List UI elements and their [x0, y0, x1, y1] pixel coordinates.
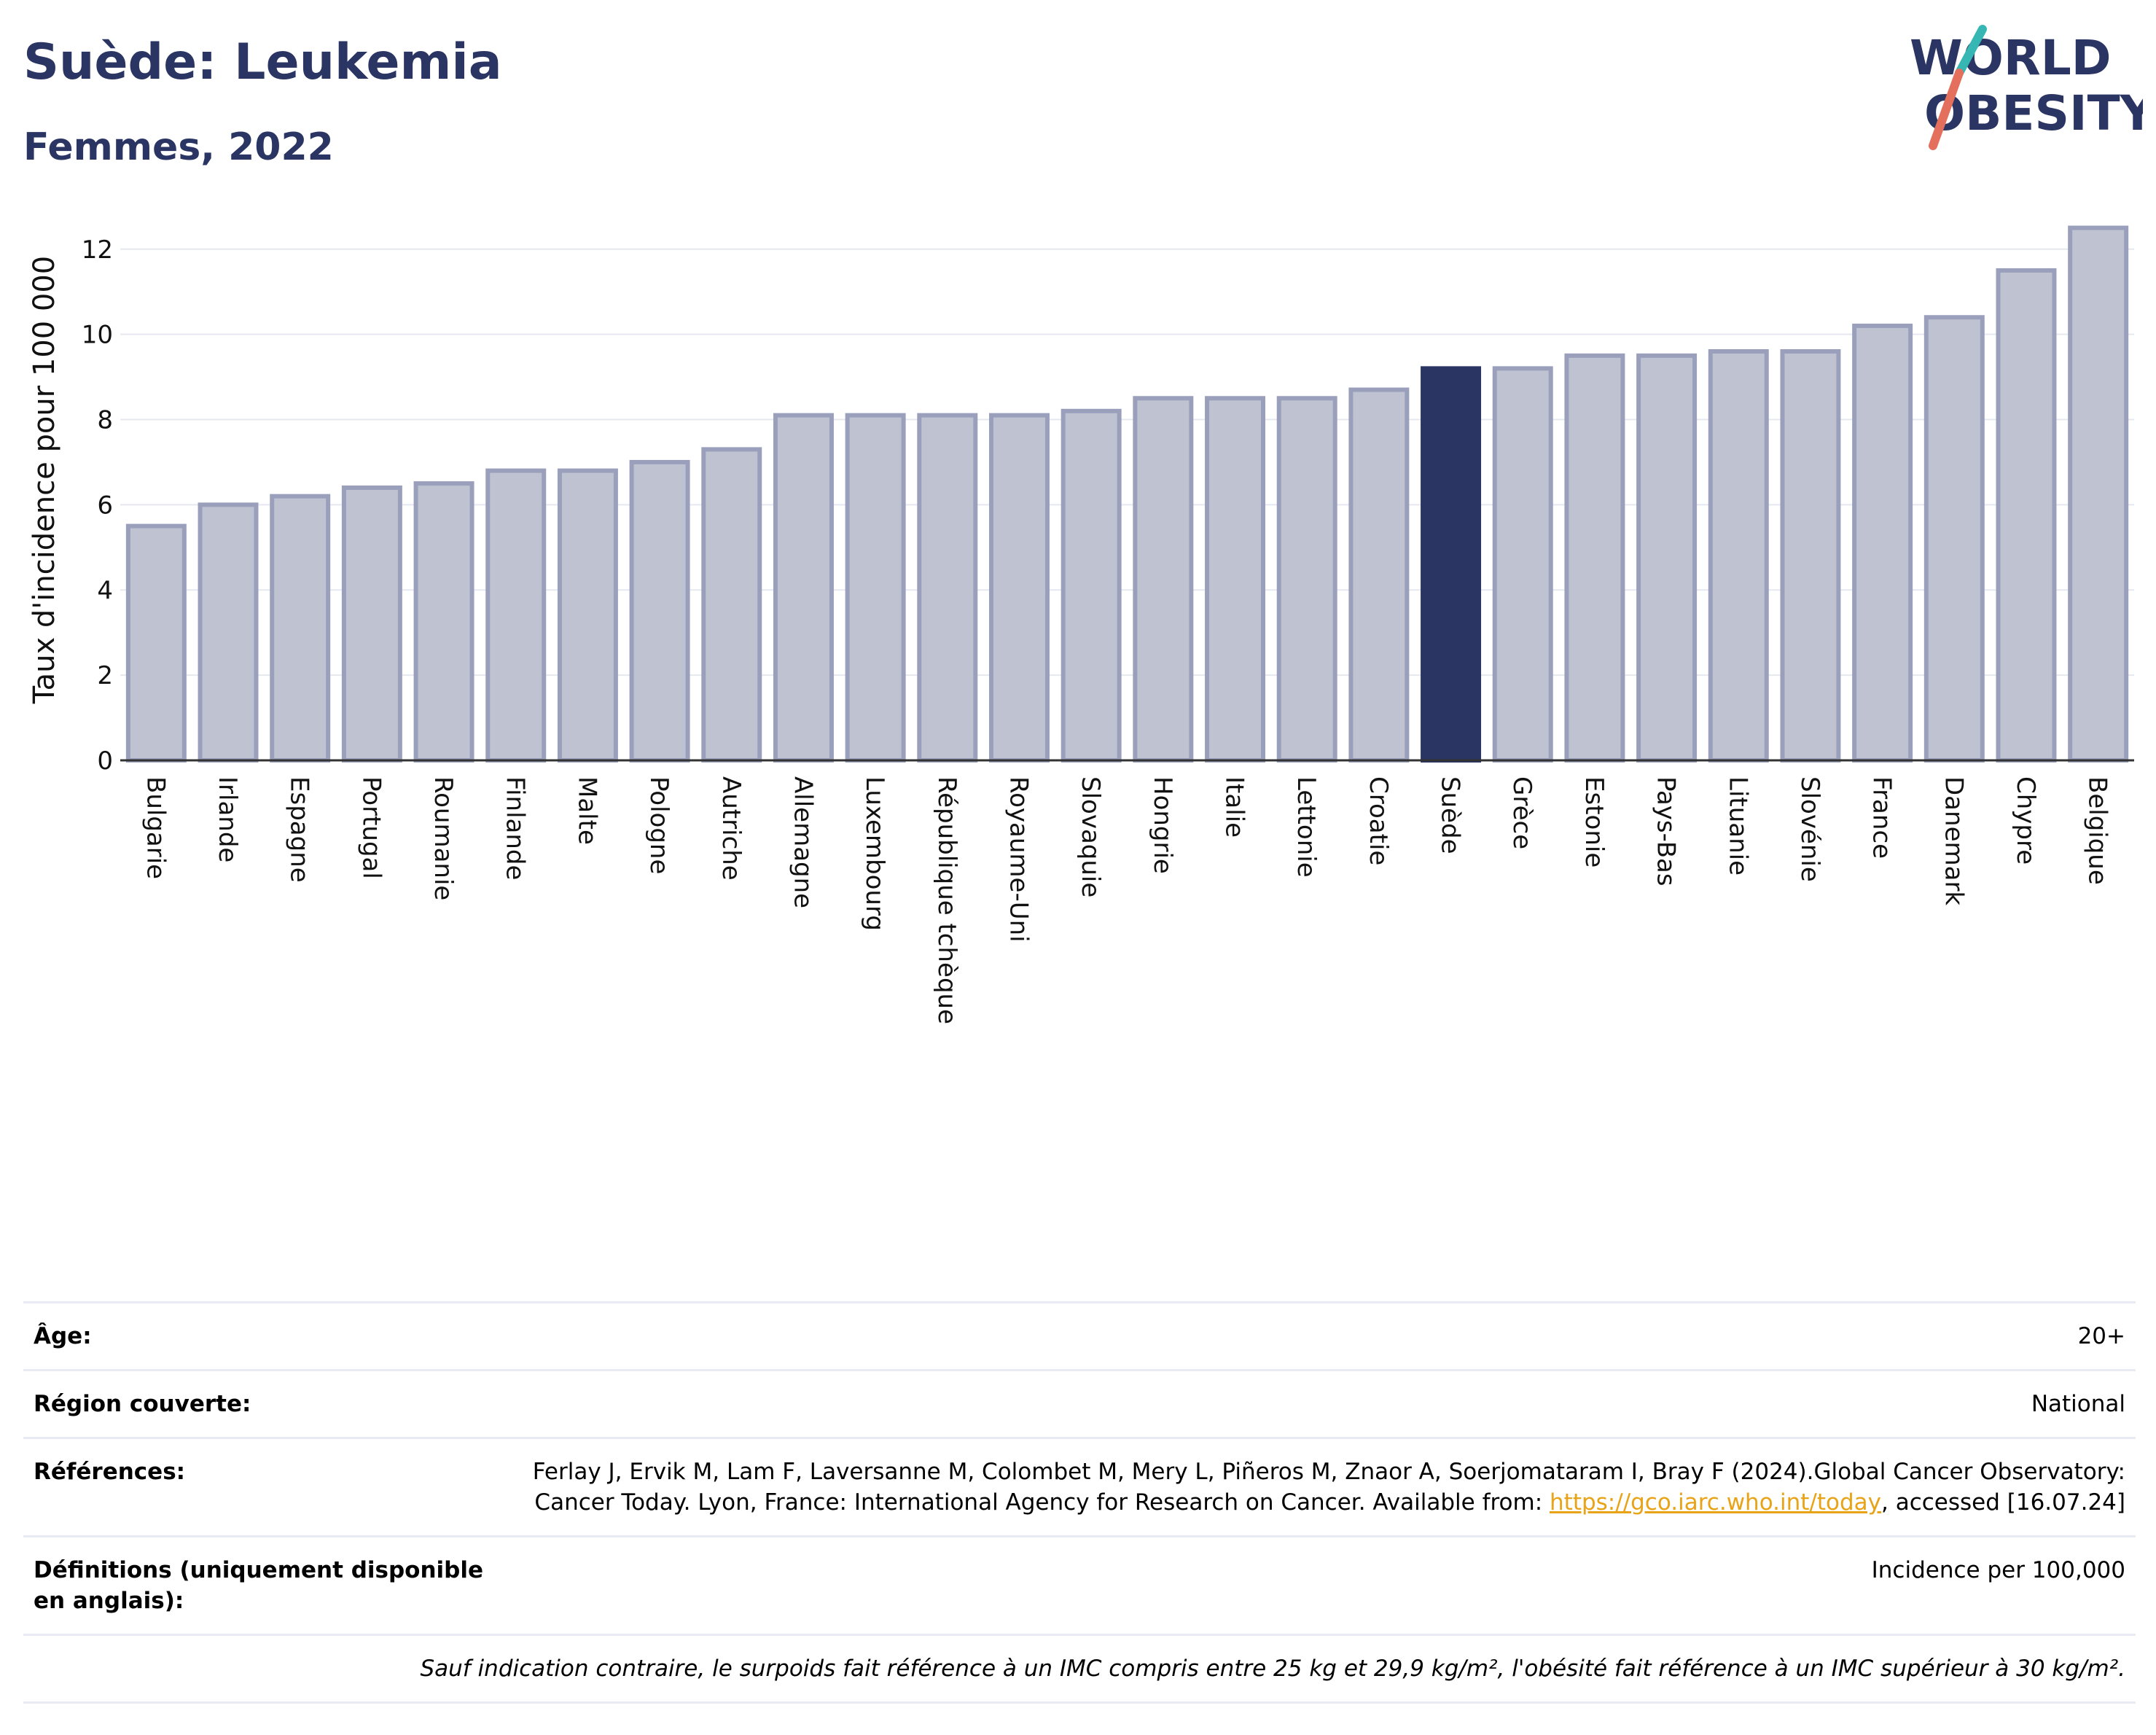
x-tick-label: Estonie	[1579, 776, 1609, 868]
x-tick-label: Suède	[1436, 776, 1465, 854]
x-tick-label: Slovaquie	[1076, 776, 1105, 897]
references-label: Références:	[23, 1437, 510, 1537]
references-tail: , accessed [16.07.24]	[1880, 1489, 2125, 1516]
bar-bulgarie	[125, 523, 187, 763]
x-tick-label: Luxembourg	[860, 776, 889, 931]
x-tick-label: Allemagne	[788, 776, 817, 908]
bar-r-publique-tch-que	[917, 413, 978, 763]
age-label: Âge:	[23, 1301, 510, 1371]
x-tick-label: Chypre	[2011, 776, 2040, 865]
x-tick-label: Portugal	[356, 776, 386, 879]
bar-lituanie	[1708, 349, 1769, 763]
x-tick-label: Irlande	[213, 776, 242, 862]
x-tick-label: Italie	[1220, 776, 1249, 838]
x-tick-label: République tchèque	[932, 776, 961, 1024]
bar-belgique	[2068, 225, 2129, 763]
bar-allemagne	[773, 413, 834, 763]
y-tick-label: 12	[82, 235, 113, 265]
y-tick-label: 0	[97, 746, 113, 776]
x-tick-label: Lettonie	[1292, 776, 1321, 878]
references-value: Ferlay J, Ervik M, Lam F, Laversanne M, …	[510, 1437, 2136, 1537]
x-tick-label: Slovénie	[1795, 776, 1824, 882]
bar-slovaquie	[1061, 408, 1122, 763]
meta-row-footnote: Sauf indication contraire, le surpoids f…	[23, 1634, 2136, 1704]
x-tick-label: Roumanie	[429, 776, 458, 900]
bar-croatie	[1348, 387, 1410, 763]
x-tick-label: France	[1867, 776, 1897, 859]
bar-estonie	[1564, 353, 1625, 763]
x-tick-label: Bulgarie	[141, 776, 170, 879]
meta-row-definitions: Définitions (uniquement disponible en an…	[23, 1535, 2136, 1636]
bar-hongrie	[1133, 396, 1194, 763]
x-tick-label: Croatie	[1364, 776, 1393, 865]
region-value: National	[510, 1369, 2136, 1439]
logo-line-obesity: OBESITY	[1924, 85, 2143, 141]
y-tick-labels: 0 2 4 6 8 10 12	[82, 235, 113, 776]
bar-finlande	[485, 468, 547, 763]
meta-row-region: Région couverte: National	[23, 1369, 2136, 1439]
x-tick-label: Malte	[572, 776, 601, 845]
bar-irlande	[198, 502, 259, 763]
page-subtitle: Femmes, 2022	[23, 125, 334, 169]
definitions-value: Incidence per 100,000	[510, 1535, 2136, 1636]
bar-portugal	[341, 486, 402, 763]
y-axis-title: Taux d'incidence pour 100 000	[28, 256, 61, 704]
meta-row-references: Références: Ferlay J, Ervik M, Lam F, La…	[23, 1437, 2136, 1537]
x-tick-label: Royaume-Uni	[1004, 776, 1033, 943]
bar-autriche	[701, 447, 762, 763]
references-link[interactable]: https://gco.iarc.who.int/today	[1550, 1489, 1881, 1516]
x-tick-label: Pays-Bas	[1652, 776, 1681, 886]
x-tick-label: Hongrie	[1148, 776, 1177, 874]
world-obesity-logo: WORLD OBESITY	[1910, 25, 2143, 150]
bar-france	[1852, 323, 1913, 763]
y-tick-label: 4	[97, 576, 113, 605]
logo-slash-bottom	[1929, 69, 1964, 150]
logo-line-world: WORLD	[1910, 30, 2112, 86]
bars	[125, 225, 2129, 763]
bar-chart: 0 2 4 6 8 10 12 Bulgarie Irlande Espagne Portugal…	[28, 225, 2134, 1024]
bar-slov-nie	[1780, 349, 1841, 763]
x-tick-label: Autriche	[716, 776, 746, 881]
bar-luxembourg	[845, 413, 906, 763]
page-title: Suède: Leukemia	[23, 34, 502, 91]
references-text: Ferlay J, Ervik M, Lam F, Laversanne M, …	[532, 1459, 2125, 1516]
x-tick-labels: Bulgarie Irlande Espagne Portugal Roumanie Fi…	[141, 776, 2112, 1024]
x-tick-label: Lituanie	[1723, 776, 1752, 876]
bar-espagne	[270, 494, 331, 763]
bar-royaume-uni	[988, 413, 1050, 763]
bar-malte	[557, 468, 618, 763]
bar-danemark	[1923, 315, 1985, 763]
bar-chypre	[1996, 268, 2057, 763]
x-tick-label: Danemark	[1939, 776, 1968, 905]
x-tick-label: Pologne	[644, 776, 673, 874]
logo-slash-top	[1955, 25, 1987, 77]
age-value: 20+	[510, 1301, 2136, 1371]
y-tick-label: 6	[97, 491, 113, 520]
footnote: Sauf indication contraire, le surpoids f…	[23, 1634, 2136, 1704]
bar-italie	[1205, 396, 1266, 763]
bar-gr-ce	[1492, 366, 1553, 763]
bar-su-de	[1421, 366, 1482, 763]
y-tick-label: 10	[82, 321, 113, 350]
definitions-label: Définitions (uniquement disponible en an…	[23, 1535, 510, 1636]
x-tick-label: Espagne	[285, 776, 314, 883]
x-tick-label: Finlande	[501, 776, 530, 880]
meta-row-age: Âge: 20+	[23, 1301, 2136, 1371]
region-label: Région couverte:	[23, 1369, 510, 1439]
y-tick-label: 8	[97, 406, 113, 435]
metadata-table: Âge: 20+ Région couverte: National Référ…	[23, 1301, 2136, 1704]
bar-roumanie	[413, 481, 474, 763]
bar-pologne	[629, 459, 690, 763]
x-tick-label: Grèce	[1507, 776, 1536, 849]
bar-lettonie	[1276, 396, 1337, 763]
y-tick-label: 2	[97, 661, 113, 690]
bar-pays-bas	[1636, 353, 1698, 763]
x-tick-label: Belgique	[2083, 776, 2112, 885]
